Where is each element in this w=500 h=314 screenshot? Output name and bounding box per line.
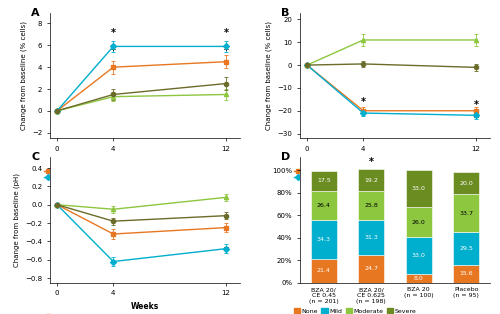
- Text: *: *: [111, 46, 116, 56]
- Bar: [358, 191, 384, 220]
- Bar: [406, 237, 432, 273]
- X-axis label: Weeks: Weeks: [131, 157, 159, 166]
- Text: A: A: [31, 8, 40, 18]
- Text: D: D: [281, 152, 290, 162]
- Text: 24.7: 24.7: [364, 266, 378, 271]
- Y-axis label: Change from baseline (% cells): Change from baseline (% cells): [20, 21, 26, 130]
- Bar: [310, 220, 337, 259]
- Text: 25.8: 25.8: [364, 203, 378, 208]
- Text: 19.2: 19.2: [364, 178, 378, 183]
- Bar: [453, 265, 479, 283]
- Text: 26.0: 26.0: [412, 219, 426, 225]
- Text: *: *: [361, 97, 366, 107]
- Bar: [453, 194, 479, 232]
- X-axis label: Weeks: Weeks: [381, 157, 409, 166]
- Text: B: B: [281, 8, 289, 18]
- Text: *: *: [361, 111, 366, 121]
- Text: *: *: [474, 115, 478, 124]
- X-axis label: Weeks: Weeks: [131, 302, 159, 311]
- Text: 26.4: 26.4: [317, 203, 330, 208]
- Text: *: *: [224, 246, 228, 256]
- Text: *: *: [111, 260, 116, 270]
- Text: 15.6: 15.6: [460, 271, 473, 276]
- Text: *: *: [224, 28, 228, 38]
- Legend: None, Mild, Moderate, Severe: None, Mild, Moderate, Severe: [294, 308, 416, 314]
- Text: 8.0: 8.0: [414, 276, 424, 281]
- Text: *: *: [369, 157, 374, 167]
- Bar: [358, 169, 384, 191]
- Text: 34.3: 34.3: [317, 237, 331, 242]
- Bar: [453, 232, 479, 265]
- Y-axis label: Change from baseline (% cells): Change from baseline (% cells): [266, 21, 272, 130]
- Bar: [358, 220, 384, 255]
- Bar: [310, 171, 337, 191]
- Text: 31.3: 31.3: [364, 235, 378, 240]
- Bar: [358, 255, 384, 283]
- Legend: BZA 20/CE 0.45 (n = 210), BZA 20/CE 0.625 (n = 209), BZA 20 (n = 100), Placebo (: BZA 20/CE 0.45 (n = 210), BZA 20/CE 0.62…: [294, 169, 458, 181]
- Bar: [406, 171, 432, 208]
- Bar: [406, 273, 432, 283]
- Text: *: *: [474, 100, 478, 110]
- Text: 20.0: 20.0: [460, 181, 473, 186]
- Bar: [310, 259, 337, 283]
- Text: 17.5: 17.5: [317, 178, 330, 183]
- Bar: [406, 208, 432, 237]
- Text: 21.4: 21.4: [317, 268, 330, 273]
- Legend: BZA 20/CE 0.45 (n = 210), BZA 20/CE 0.625 (n = 209), BZA 20 (n = 100), Placebo (: BZA 20/CE 0.45 (n = 210), BZA 20/CE 0.62…: [44, 169, 208, 181]
- Y-axis label: Change from baseline (pH): Change from baseline (pH): [13, 173, 20, 267]
- Bar: [453, 172, 479, 194]
- Legend: BZA 20/CE 0.45 (n = 217), BZA 20/CE 0.625 (n = 213), BZA 20 (n = 106), Placebo (: BZA 20/CE 0.45 (n = 217), BZA 20/CE 0.62…: [44, 313, 210, 314]
- Bar: [310, 191, 337, 220]
- Text: *: *: [111, 28, 116, 38]
- Text: 33.0: 33.0: [412, 253, 426, 257]
- Text: *: *: [224, 46, 228, 56]
- Text: 33.0: 33.0: [412, 187, 426, 192]
- Text: 29.5: 29.5: [460, 246, 473, 251]
- Text: 33.7: 33.7: [459, 211, 473, 216]
- Text: C: C: [31, 152, 39, 162]
